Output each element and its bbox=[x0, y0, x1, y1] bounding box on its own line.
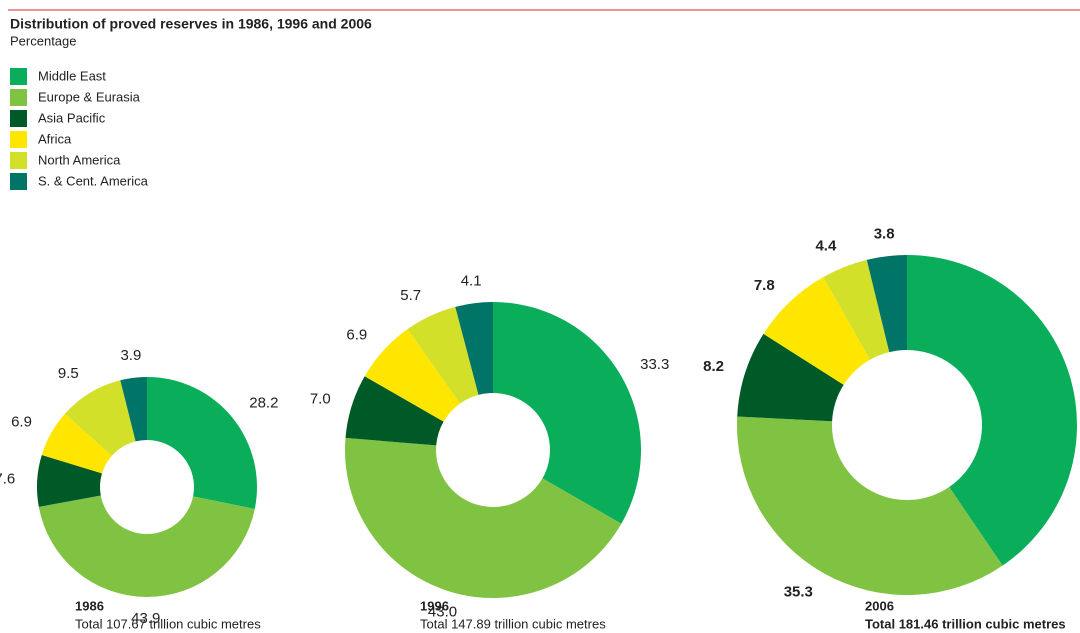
chart-year: 2006 bbox=[865, 598, 894, 613]
donut-segment bbox=[866, 255, 907, 353]
chart-total: Total 107.67 trillion cubic metres bbox=[75, 616, 261, 631]
data-label: 7.6 bbox=[0, 471, 15, 488]
data-label: 6.9 bbox=[11, 413, 32, 430]
donut-segment bbox=[823, 259, 890, 360]
legend-label: Europe & Eurasia bbox=[38, 89, 141, 104]
data-label: 7.0 bbox=[310, 390, 331, 407]
chart-title: Distribution of proved reserves in 1986,… bbox=[10, 16, 372, 32]
data-label: 28.2 bbox=[249, 394, 278, 411]
data-label: 33.3 bbox=[640, 356, 669, 373]
donut-segment bbox=[763, 277, 871, 385]
legend-swatch bbox=[10, 152, 27, 169]
legend-label: S. & Cent. America bbox=[38, 173, 149, 188]
donut-segment bbox=[907, 255, 1077, 566]
data-label: 8.2 bbox=[703, 358, 724, 375]
chart-year: 1996 bbox=[420, 598, 449, 613]
donut-segment bbox=[41, 413, 112, 474]
donut-segment bbox=[147, 377, 257, 509]
data-label: 43.0 bbox=[428, 603, 457, 620]
donut-segment bbox=[737, 416, 1003, 596]
legend-swatch bbox=[10, 173, 27, 190]
legend-swatch bbox=[10, 68, 27, 85]
legend-label: Asia Pacific bbox=[38, 110, 106, 125]
donut-segment bbox=[493, 302, 642, 524]
chart-year: 1986 bbox=[75, 598, 104, 613]
legend-label: Africa bbox=[38, 131, 72, 146]
donut-segment bbox=[364, 329, 461, 422]
donut-segment bbox=[36, 454, 103, 507]
data-label: 3.9 bbox=[120, 347, 141, 364]
chart-total: Total 181.46 trillion cubic metres bbox=[865, 616, 1066, 631]
donut-segment bbox=[64, 380, 136, 456]
donut-segment bbox=[737, 333, 844, 422]
legend-swatch bbox=[10, 131, 27, 148]
legend-swatch bbox=[10, 110, 27, 127]
data-label: 3.8 bbox=[874, 225, 895, 242]
donut-segment bbox=[455, 302, 493, 395]
donut-segment bbox=[120, 376, 147, 442]
data-label: 5.7 bbox=[400, 287, 421, 304]
donut-segment bbox=[345, 437, 622, 599]
data-label: 7.8 bbox=[754, 277, 775, 294]
data-label: 9.5 bbox=[58, 365, 79, 382]
data-label: 6.9 bbox=[346, 327, 367, 344]
legend-label: Middle East bbox=[38, 68, 106, 83]
chart-subtitle: Percentage bbox=[10, 33, 77, 48]
donut-segment bbox=[407, 306, 479, 404]
legend-label: North America bbox=[38, 152, 121, 167]
data-label: 43.9 bbox=[131, 610, 160, 627]
data-label: 4.4 bbox=[815, 237, 837, 254]
donut-segment bbox=[38, 495, 255, 597]
chart-total: Total 147.89 trillion cubic metres bbox=[420, 616, 606, 631]
data-label: 4.1 bbox=[461, 272, 482, 289]
donut-segment bbox=[345, 376, 444, 446]
legend-swatch bbox=[10, 89, 27, 106]
data-label: 35.3 bbox=[784, 583, 813, 600]
